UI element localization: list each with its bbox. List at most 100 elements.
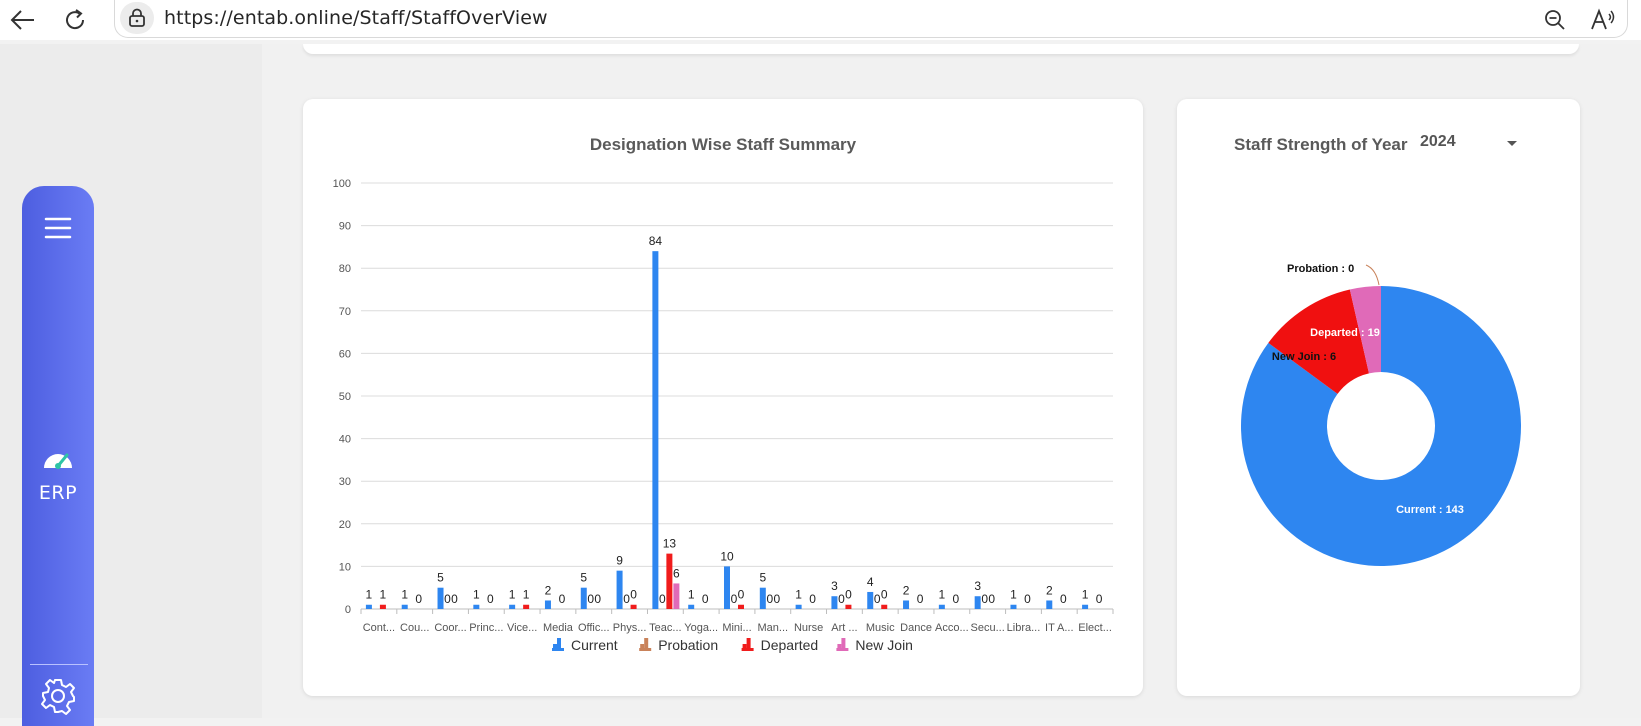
data-label: 1 [1010,588,1017,602]
bar-current [580,587,587,609]
url-text[interactable]: https://entab.online/Staff/StaffOverView [164,7,548,29]
bar-departed [523,604,530,609]
bar-current [473,604,480,609]
data-label: 5 [759,571,766,585]
bar-current [688,604,695,609]
bar-current [724,566,730,609]
data-label: 1 [366,588,373,602]
data-label: 6 [673,566,680,580]
bar-current [759,587,766,609]
chevron-down-icon[interactable] [1507,141,1517,146]
y-tick-label: 70 [339,306,351,318]
speedometer-icon[interactable] [40,444,76,474]
data-label: 0 [809,592,816,606]
donut-slice-departed [1268,289,1369,394]
bar-current [365,604,372,609]
erp-label[interactable]: ERP [38,482,78,504]
legend-label: New Join [855,637,913,653]
data-label: 0 [988,592,995,606]
x-tick-label: Music [866,622,895,634]
data-label: 0 [845,588,852,602]
browser-toolbar: https://entab.online/Staff/StaffOverView [0,0,1641,40]
data-label: 0 [881,588,888,602]
previous-card [303,44,1579,54]
data-label: 0 [838,592,845,606]
bar-current [1010,604,1017,609]
bar-current [437,587,444,609]
data-label: 1 [523,588,530,602]
legend-swatch [746,638,751,650]
data-label: 0 [981,592,988,606]
donut-label: Departed : 19 [1310,327,1380,339]
x-tick-label: Teac... [649,622,681,634]
reload-icon[interactable] [58,4,92,36]
bar-current [401,604,408,609]
data-label: 0 [702,592,709,606]
data-label: 0 [1024,592,1031,606]
staff-strength-donut: Current : 143 Probation : 0 Departed : 19 N… [1241,263,1521,566]
data-label: 10 [720,549,734,563]
year-value[interactable]: 2024 [1420,133,1456,150]
legend-swatch [639,648,652,651]
year-select[interactable]: 2024 [1420,133,1520,157]
bar-departed [379,604,386,609]
bar-current [867,591,874,609]
y-tick-label: 80 [339,263,351,275]
back-arrow-icon[interactable] [6,4,40,36]
bar-departed [630,604,637,609]
data-label: 0 [630,588,637,602]
x-tick-label: Vice... [507,622,537,634]
sidebar-divider [30,664,88,665]
legend-swatch [557,638,561,650]
data-label: 13 [663,537,677,551]
data-label: 0 [559,592,566,606]
legend-swatch [741,648,754,651]
legend-swatch [553,644,557,650]
legend-swatch [837,644,842,650]
bar-current [974,596,981,609]
bar-current [831,596,838,609]
data-label: 1 [939,588,946,602]
data-label: 0 [587,592,594,606]
read-aloud-icon[interactable] [1586,4,1620,36]
data-label: 3 [974,579,981,593]
x-tick-label: Yoga... [684,622,718,634]
data-label: 84 [649,234,663,248]
legend-swatch [836,648,849,651]
zoom-out-icon[interactable] [1538,4,1572,36]
bar-departed [845,604,852,609]
x-tick-label: Cont... [363,622,395,634]
data-label: 9 [616,554,623,568]
legend-swatch [552,648,564,651]
gear-icon[interactable] [38,676,78,716]
staff-strength-card: Staff Strength of Year 2024 Current : 14… [1177,99,1580,696]
x-tick-label: Princ... [469,622,503,634]
x-tick-label: Media [543,622,574,634]
y-tick-label: 0 [345,604,351,616]
legend-swatch [742,644,747,650]
data-label: 0 [487,592,494,606]
data-label: 1 [473,588,480,602]
legend-swatch [644,638,649,650]
x-tick-label: Offic... [578,622,610,634]
hamburger-menu-icon[interactable] [42,214,74,242]
data-label: 0 [659,592,666,606]
data-label: 0 [766,592,773,606]
address-bar[interactable] [114,0,1628,38]
legend-swatch [841,638,846,650]
bar-departed [666,553,673,609]
donut-chart-title: Staff Strength of Year [1234,135,1408,154]
x-tick-label: Elect... [1078,622,1112,634]
bar-current [938,604,945,609]
legend-label: Current [571,637,618,653]
x-tick-label: Dance [900,622,932,634]
data-label: 3 [831,579,838,593]
site-info-icon[interactable] [120,2,154,34]
designation-summary-card: Designation Wise Staff Summary 0 10 20 30 40… [303,99,1143,696]
donut-slice-new-join [1349,286,1381,374]
data-label: 2 [1046,583,1053,597]
bar-current [509,604,516,609]
x-tick-label: Coor... [434,622,466,634]
bar-departed [881,604,888,609]
